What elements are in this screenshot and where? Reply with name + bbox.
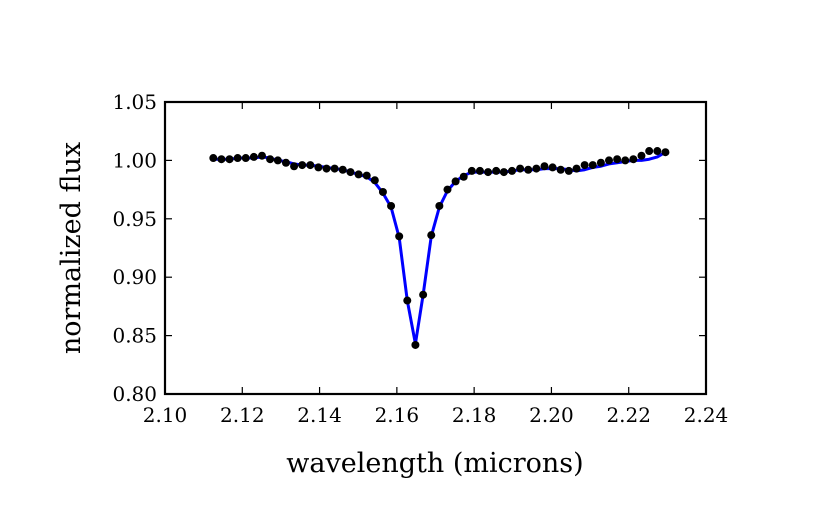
- x-tick-label: 2.10: [143, 403, 188, 427]
- data-point: [435, 201, 444, 210]
- data-point: [330, 164, 339, 173]
- data-point: [645, 147, 654, 156]
- data-point: [524, 165, 533, 174]
- data-point: [266, 155, 275, 164]
- data-point: [484, 168, 493, 177]
- data-point: [661, 148, 670, 157]
- data-point: [378, 187, 387, 196]
- x-tick-label: 2.14: [297, 403, 342, 427]
- y-tick-label: 1.05: [112, 90, 157, 114]
- data-point: [314, 163, 323, 172]
- data-point: [427, 231, 436, 240]
- data-point: [556, 165, 565, 174]
- data-point: [532, 164, 541, 173]
- data-point: [540, 162, 549, 171]
- data-point: [596, 158, 605, 167]
- data-point: [322, 164, 331, 173]
- plot-area: 2.10 2.12 2.14 2.16 2.18 2.20 2.22 2.24 0.80 0.85…: [112, 90, 728, 427]
- data-point: [588, 161, 597, 170]
- data-point: [370, 176, 379, 185]
- data-point: [241, 154, 250, 163]
- data-point: [637, 151, 646, 160]
- data-point: [273, 156, 282, 165]
- data-point: [395, 232, 404, 241]
- data-point: [653, 147, 662, 156]
- data-point: [516, 164, 525, 173]
- y-tick-label: 1.00: [112, 148, 157, 172]
- data-point: [362, 171, 371, 180]
- axes-frame: [163, 100, 708, 396]
- x-tick-label: 2.12: [220, 403, 265, 427]
- data-point: [419, 290, 428, 299]
- x-axis-label: wavelength (microns): [286, 448, 583, 479]
- data-point: [387, 201, 396, 210]
- data-point: [209, 154, 218, 163]
- x-tick-label: 2.20: [529, 403, 574, 427]
- data-point: [492, 166, 501, 175]
- data-point: [290, 162, 299, 171]
- data-point: [475, 166, 484, 175]
- data-point: [338, 165, 347, 174]
- data-point: [459, 172, 468, 181]
- data-point: [580, 161, 589, 170]
- data-point: [621, 156, 630, 165]
- x-tick-label: 2.16: [375, 403, 420, 427]
- data-point: [281, 158, 290, 167]
- data-point: [564, 166, 573, 175]
- data-point: [629, 155, 638, 164]
- y-tick-label: 0.80: [112, 382, 157, 406]
- data-point: [508, 166, 517, 175]
- data-point: [217, 155, 226, 164]
- y-axis-label: normalized flux: [56, 142, 87, 354]
- data-point: [443, 185, 452, 194]
- data-point: [499, 168, 508, 177]
- data-point: [613, 155, 622, 164]
- data-point: [548, 163, 557, 172]
- data-point: [572, 164, 581, 173]
- x-tick-label: 2.18: [452, 403, 497, 427]
- data-point: [298, 161, 307, 170]
- data-point: [354, 170, 363, 179]
- data-point: [233, 154, 242, 163]
- data-point: [467, 166, 476, 175]
- x-tick-label: 2.24: [684, 403, 729, 427]
- y-tick-label: 0.90: [112, 265, 157, 289]
- data-point: [403, 296, 412, 305]
- data-point: [605, 156, 614, 165]
- x-tick-label: 2.22: [606, 403, 651, 427]
- y-tick-label: 0.95: [112, 207, 157, 231]
- data-point: [249, 152, 258, 161]
- data-point: [411, 340, 420, 349]
- y-tick-label: 0.85: [112, 324, 157, 348]
- data-point: [451, 177, 460, 186]
- data-point: [225, 155, 234, 164]
- series-line-model: [211, 150, 667, 346]
- data-point: [257, 151, 266, 160]
- data-point: [346, 168, 355, 177]
- data-point: [306, 161, 315, 170]
